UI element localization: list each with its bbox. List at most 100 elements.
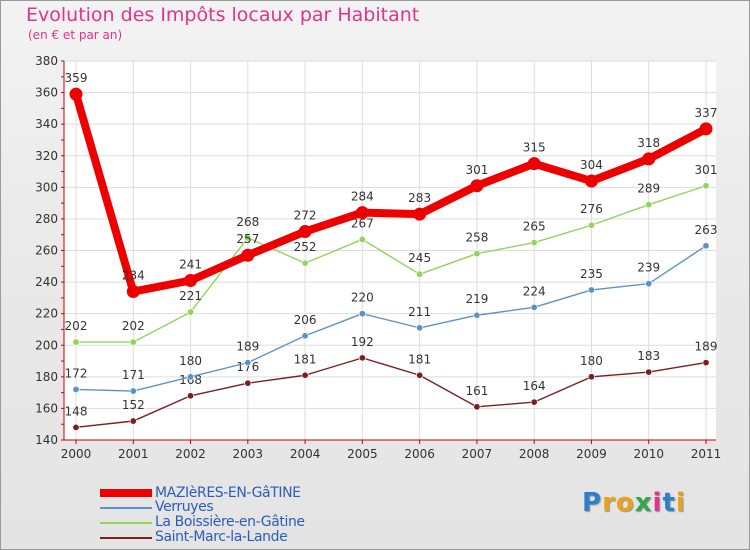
data-label: 337 bbox=[695, 106, 718, 120]
data-point bbox=[358, 235, 366, 243]
legend-swatch bbox=[100, 489, 152, 497]
data-label: 161 bbox=[465, 384, 488, 398]
data-label: 289 bbox=[637, 182, 660, 196]
data-point bbox=[298, 225, 312, 239]
data-point bbox=[473, 250, 481, 258]
data-point bbox=[645, 280, 653, 288]
data-point bbox=[645, 201, 653, 209]
data-point bbox=[587, 221, 595, 229]
data-label: 234 bbox=[122, 269, 145, 283]
x-tick-label: 2003 bbox=[233, 447, 264, 461]
series-line bbox=[75, 245, 707, 392]
data-label: 239 bbox=[637, 261, 660, 275]
data-point bbox=[244, 234, 252, 242]
y-tick-label: 260 bbox=[35, 244, 58, 258]
y-tick-label: 280 bbox=[35, 212, 58, 226]
data-point bbox=[416, 270, 424, 278]
data-label: 267 bbox=[351, 216, 374, 230]
data-label: 183 bbox=[637, 349, 660, 363]
data-label: 181 bbox=[294, 352, 317, 366]
data-point bbox=[187, 392, 195, 400]
logo-letter: t bbox=[662, 488, 676, 518]
data-point bbox=[530, 239, 538, 247]
logo-letter: i bbox=[675, 488, 686, 518]
data-point bbox=[72, 385, 80, 393]
data-point bbox=[129, 338, 137, 346]
data-label: 171 bbox=[122, 368, 145, 382]
data-point bbox=[587, 373, 595, 381]
data-point bbox=[72, 423, 80, 431]
y-tick-label: 340 bbox=[35, 117, 58, 131]
data-point bbox=[530, 398, 538, 406]
data-label: 189 bbox=[236, 340, 259, 354]
data-label: 283 bbox=[408, 191, 431, 205]
data-label: 252 bbox=[294, 240, 317, 254]
y-tick-label: 200 bbox=[35, 338, 58, 352]
data-point bbox=[301, 332, 309, 340]
data-label: 180 bbox=[580, 354, 603, 368]
x-tick-label: 2005 bbox=[347, 447, 378, 461]
data-label: 192 bbox=[351, 335, 374, 349]
data-point bbox=[129, 387, 137, 395]
data-label: 301 bbox=[695, 163, 718, 177]
x-tick-label: 2010 bbox=[633, 447, 664, 461]
data-label: 257 bbox=[236, 232, 259, 246]
data-point bbox=[129, 417, 137, 425]
series-line bbox=[75, 185, 707, 343]
y-tick-label: 160 bbox=[35, 401, 58, 415]
x-tick-label: 2008 bbox=[519, 447, 550, 461]
data-label: 206 bbox=[294, 313, 317, 327]
data-label: 219 bbox=[465, 292, 488, 306]
data-point bbox=[642, 152, 656, 166]
series-line bbox=[72, 90, 710, 296]
x-tick-label: 2011 bbox=[691, 447, 722, 461]
data-label: 211 bbox=[408, 305, 431, 319]
data-point bbox=[473, 311, 481, 319]
x-tick-label: 2006 bbox=[404, 447, 435, 461]
data-point bbox=[699, 122, 713, 136]
data-point bbox=[184, 274, 198, 288]
data-point bbox=[702, 182, 710, 190]
x-tick-label: 2002 bbox=[175, 447, 206, 461]
data-point bbox=[416, 371, 424, 379]
data-label: 258 bbox=[465, 231, 488, 245]
data-point bbox=[355, 206, 369, 220]
data-point bbox=[358, 354, 366, 362]
data-label: 152 bbox=[122, 398, 145, 412]
data-label: 272 bbox=[294, 209, 317, 223]
data-label: 189 bbox=[695, 340, 718, 354]
legend-swatch bbox=[100, 537, 152, 539]
data-point bbox=[584, 174, 598, 188]
y-tick-label: 240 bbox=[35, 275, 58, 289]
x-tick-label: 2004 bbox=[290, 447, 321, 461]
proxiti-logo: Proxiti bbox=[582, 488, 686, 518]
legend-label: Verruyes bbox=[155, 499, 214, 515]
data-label: 220 bbox=[351, 291, 374, 305]
data-label: 235 bbox=[580, 267, 603, 281]
data-point bbox=[358, 310, 366, 318]
x-tick-label: 2007 bbox=[462, 447, 493, 461]
data-label: 284 bbox=[351, 190, 374, 204]
data-point bbox=[473, 403, 481, 411]
data-point bbox=[413, 207, 427, 221]
logo-letter: i bbox=[652, 488, 663, 518]
x-tick-label: 2009 bbox=[576, 447, 607, 461]
legend-swatch bbox=[100, 522, 152, 524]
data-label: 245 bbox=[408, 251, 431, 265]
data-point bbox=[470, 179, 484, 193]
data-label: 265 bbox=[523, 220, 546, 234]
data-label: 359 bbox=[65, 71, 88, 85]
data-point bbox=[244, 379, 252, 387]
legend-swatch bbox=[100, 507, 152, 509]
legend-label: Saint-Marc-la-Lande bbox=[155, 529, 288, 545]
logo-letter: r bbox=[602, 488, 616, 518]
data-point bbox=[69, 87, 83, 101]
data-point bbox=[587, 286, 595, 294]
data-point bbox=[126, 285, 140, 299]
y-tick-label: 320 bbox=[35, 149, 58, 163]
x-tick-label: 2000 bbox=[61, 447, 92, 461]
data-label: 304 bbox=[580, 158, 603, 172]
data-label: 224 bbox=[523, 284, 546, 298]
data-point bbox=[301, 259, 309, 267]
